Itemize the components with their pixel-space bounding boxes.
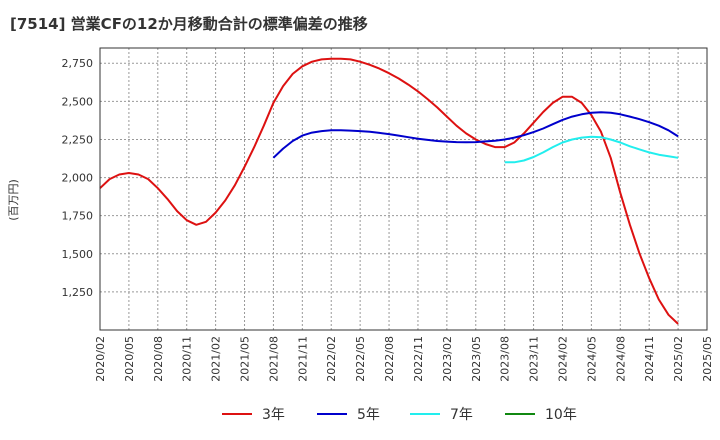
y-tick-label: 2,250 — [62, 133, 94, 146]
y-tick-label: 2,000 — [62, 172, 94, 185]
y-tick-label: 1,250 — [62, 286, 94, 299]
y-axis-unit-label: (百万円) — [7, 179, 20, 221]
grid-lines — [100, 48, 707, 330]
x-tick-label: 2021/02 — [210, 336, 223, 382]
x-tick-label: 2020/02 — [94, 336, 107, 382]
x-tick-label: 2023/02 — [441, 336, 454, 382]
plot-frame — [99, 47, 708, 331]
legend-label: 5年 — [357, 407, 380, 423]
x-axis-ticks: 2020/02 2020/05 2020/08 2020/11 2021/02 2021/… — [94, 336, 714, 382]
series-line-1 — [272, 111, 679, 159]
x-tick-label: 2023/05 — [470, 336, 483, 382]
x-tick-label: 2024/02 — [556, 336, 569, 382]
x-tick-label: 2023/11 — [528, 336, 541, 382]
series-lines — [99, 57, 679, 325]
legend-label: 3年 — [262, 407, 285, 423]
x-tick-label: 2024/11 — [643, 336, 656, 382]
legend: 3年 5年 7年 10年 — [222, 407, 577, 423]
x-tick-label: 2024/08 — [614, 336, 627, 382]
y-tick-label: 1,500 — [62, 248, 94, 261]
y-tick-label: 2,750 — [62, 57, 94, 70]
x-tick-label: 2020/05 — [123, 336, 136, 382]
x-tick-label: 2020/11 — [181, 336, 194, 382]
x-tick-label: 2020/08 — [152, 336, 165, 382]
x-tick-label: 2022/08 — [383, 336, 396, 382]
y-axis-ticks: 1,250 1,500 1,750 2,000 2,250 2,500 2,750 — [62, 57, 94, 299]
x-tick-label: 2025/02 — [672, 336, 685, 382]
x-tick-label: 2021/08 — [267, 336, 280, 382]
y-tick-label: 1,750 — [62, 210, 94, 223]
y-tick-label: 2,500 — [62, 95, 94, 108]
x-tick-label: 2022/11 — [412, 336, 425, 382]
legend-label: 10年 — [545, 407, 577, 423]
legend-item-3: 10年 — [505, 407, 577, 423]
x-tick-label: 2022/05 — [354, 336, 367, 382]
x-tick-label: 2024/05 — [585, 336, 598, 382]
series-line-2 — [504, 135, 679, 164]
series-line-0 — [99, 57, 679, 325]
x-tick-label: 2021/11 — [296, 336, 309, 382]
legend-item-1: 5年 — [317, 407, 380, 423]
legend-label: 7年 — [450, 407, 473, 423]
chart-title: [7514] 営業CFの12か月移動合計の標準偏差の推移 — [10, 15, 368, 33]
x-tick-label: 2021/05 — [239, 336, 252, 382]
legend-item-2: 7年 — [410, 407, 473, 423]
legend-item-0: 3年 — [222, 407, 285, 423]
x-tick-label: 2025/05 — [701, 336, 714, 382]
x-tick-label: 2022/02 — [325, 336, 338, 382]
x-tick-label: 2023/08 — [499, 336, 512, 382]
